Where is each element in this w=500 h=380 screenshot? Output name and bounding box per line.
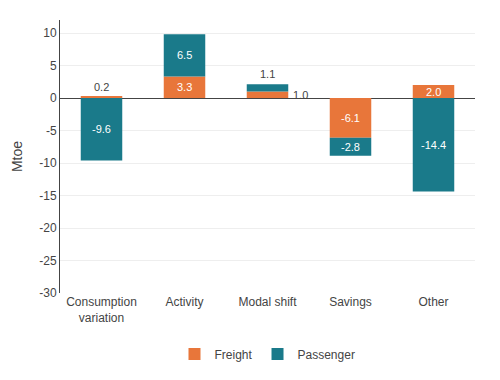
svg-text:-5: -5 bbox=[46, 124, 57, 138]
svg-text:5: 5 bbox=[50, 59, 57, 73]
svg-text:Other: Other bbox=[418, 295, 448, 309]
svg-text:Passenger: Passenger bbox=[298, 348, 355, 362]
svg-text:-9.6: -9.6 bbox=[92, 123, 111, 135]
svg-text:2.0: 2.0 bbox=[426, 86, 441, 98]
svg-text:Freight: Freight bbox=[215, 348, 253, 362]
svg-text:-10: -10 bbox=[39, 156, 57, 170]
svg-text:-15: -15 bbox=[39, 189, 57, 203]
svg-text:Mtoe: Mtoe bbox=[9, 141, 25, 172]
svg-text:1.0: 1.0 bbox=[293, 89, 308, 101]
svg-text:-6.1: -6.1 bbox=[341, 112, 360, 124]
svg-text:-2.8: -2.8 bbox=[341, 141, 360, 153]
svg-text:Consumptionvariation: Consumptionvariation bbox=[66, 295, 137, 325]
svg-text:-14.4: -14.4 bbox=[421, 139, 446, 151]
svg-text:-30: -30 bbox=[39, 286, 57, 300]
svg-text:-25: -25 bbox=[39, 254, 57, 268]
svg-text:Savings: Savings bbox=[329, 295, 372, 309]
svg-text:10: 10 bbox=[43, 26, 57, 40]
svg-text:Activity: Activity bbox=[165, 295, 203, 309]
svg-text:0: 0 bbox=[50, 91, 57, 105]
svg-text:3.3: 3.3 bbox=[177, 81, 192, 93]
svg-text:6.5: 6.5 bbox=[177, 49, 192, 61]
svg-text:1.1: 1.1 bbox=[260, 68, 275, 80]
svg-text:0.2: 0.2 bbox=[94, 81, 109, 93]
svg-text:Modal shift: Modal shift bbox=[238, 295, 297, 309]
svg-text:-20: -20 bbox=[39, 221, 57, 235]
